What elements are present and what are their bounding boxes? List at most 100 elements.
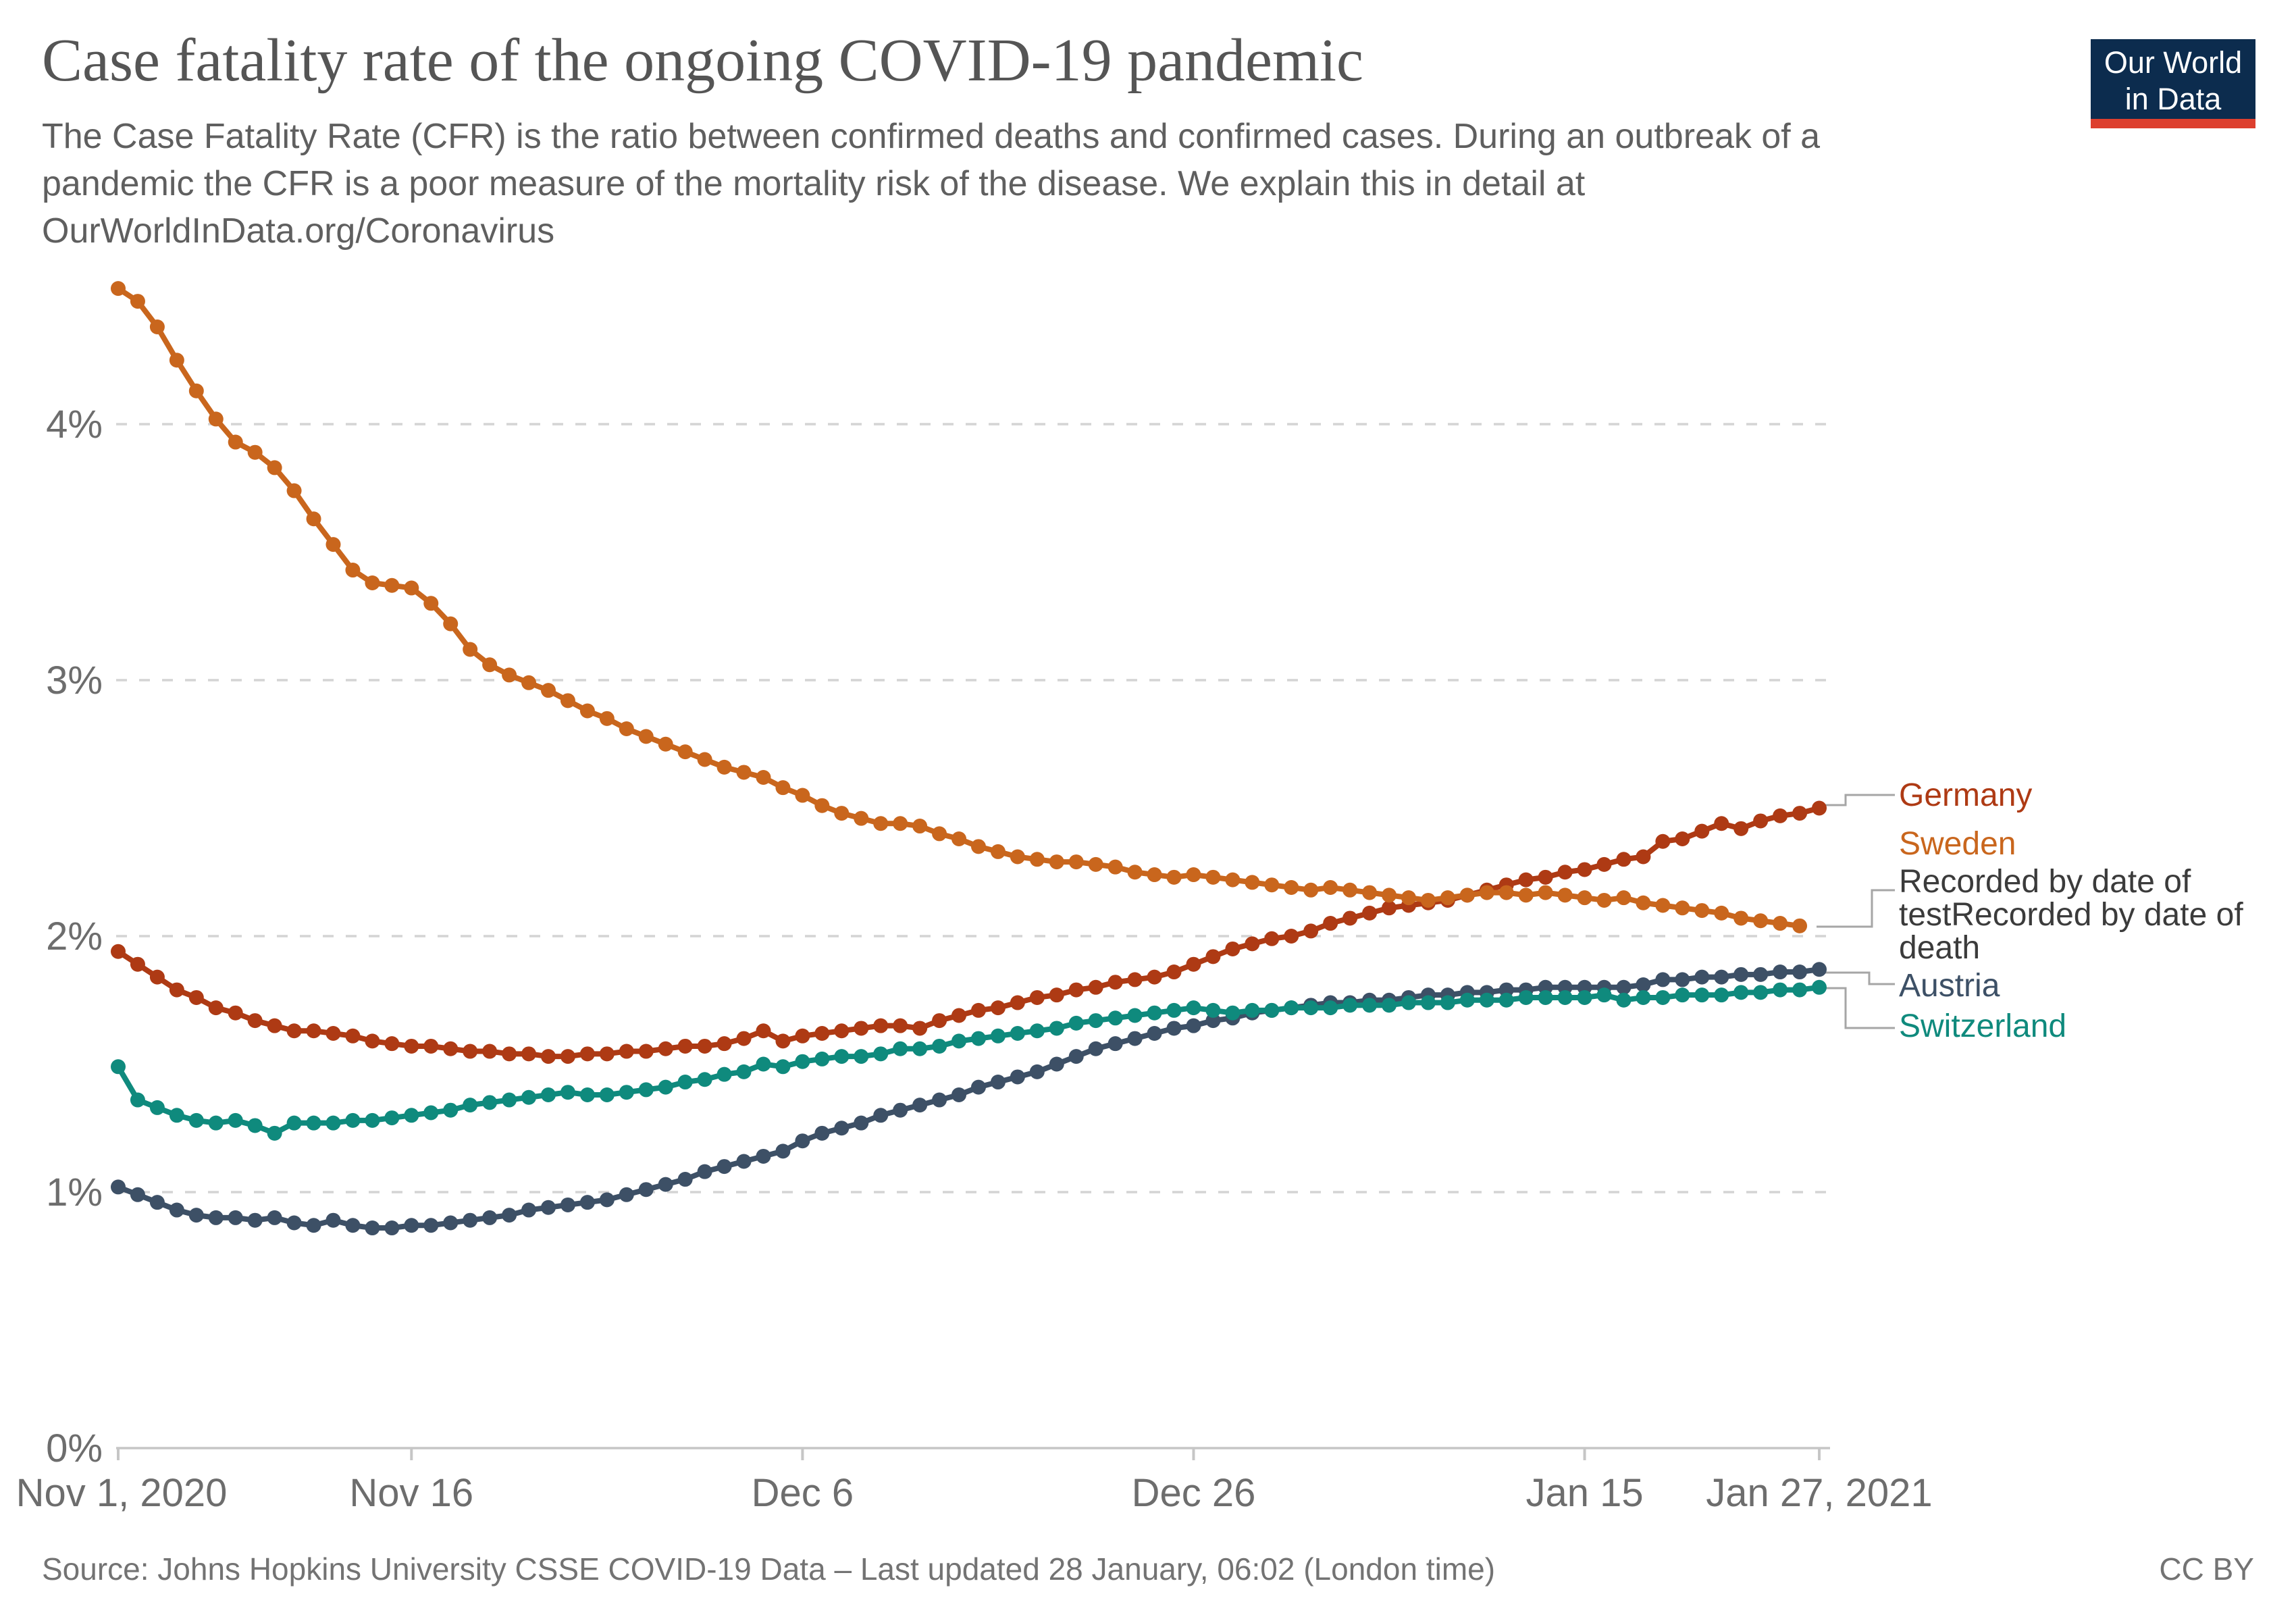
series-dot-sweden xyxy=(345,563,361,578)
series-germany[interactable] xyxy=(111,800,1827,1064)
series-dot-sweden xyxy=(893,816,908,831)
series-dot-austria xyxy=(834,1121,850,1136)
series-dot-sweden xyxy=(951,831,967,846)
series-dot-sweden xyxy=(404,580,419,596)
series-dot-austria xyxy=(951,1087,967,1102)
series-dot-switzerland xyxy=(1303,1000,1319,1016)
series-sweden[interactable] xyxy=(111,281,1808,933)
series-dot-austria xyxy=(1029,1064,1045,1079)
series-dot-switzerland xyxy=(912,1041,928,1056)
legend-label-recorded-by-date[interactable]: Recorded by date of testRecorded by date… xyxy=(1899,865,2243,964)
series-dot-switzerland xyxy=(169,1108,184,1123)
series-dot-sweden xyxy=(1792,918,1808,933)
series-dot-austria xyxy=(267,1210,282,1225)
series-dot-switzerland xyxy=(1284,1000,1299,1016)
series-austria[interactable] xyxy=(111,962,1827,1236)
series-dot-germany xyxy=(1557,865,1573,880)
license-badge[interactable]: CC BY xyxy=(2159,1551,2254,1587)
owid-logo[interactable]: Our World in Data xyxy=(2091,39,2255,128)
legend-label-austria[interactable]: Austria xyxy=(1899,968,2000,1004)
series-dot-austria xyxy=(912,1098,928,1113)
series-dot-sweden xyxy=(208,411,224,427)
series-dot-switzerland xyxy=(1420,995,1436,1010)
series-dot-sweden xyxy=(638,729,654,744)
series-dot-switzerland xyxy=(1029,1023,1045,1039)
y-tick-label: 0% xyxy=(46,1426,103,1470)
series-dot-switzerland xyxy=(775,1059,791,1075)
series-dot-sweden xyxy=(1459,887,1475,903)
series-dot-germany xyxy=(619,1044,634,1059)
series-dot-switzerland xyxy=(873,1046,889,1062)
series-dot-switzerland xyxy=(1401,995,1416,1010)
series-dot-switzerland xyxy=(814,1051,830,1066)
x-tick-label: Dec 6 xyxy=(752,1471,854,1515)
series-dot-austria xyxy=(423,1218,439,1233)
series-dot-austria xyxy=(1655,972,1671,987)
series-line-germany[interactable] xyxy=(115,805,1822,1060)
series-dot-sweden xyxy=(1205,869,1221,885)
series-dot-switzerland xyxy=(1245,1002,1260,1018)
owid-logo-box: Our World in Data xyxy=(2091,39,2255,119)
series-dot-sweden xyxy=(560,693,575,709)
series-dot-austria xyxy=(736,1154,752,1169)
series-dot-sweden xyxy=(932,826,947,842)
series-dot-switzerland xyxy=(1773,982,1788,998)
series-line-austria[interactable] xyxy=(115,967,1822,1231)
source-note: Source: Johns Hopkins University CSSE CO… xyxy=(42,1551,1496,1587)
series-dot-switzerland xyxy=(716,1066,732,1082)
series-dot-austria xyxy=(795,1133,810,1149)
series-dot-switzerland xyxy=(1616,992,1632,1008)
series-line-sweden[interactable] xyxy=(115,286,1803,929)
series-dot-switzerland xyxy=(247,1118,263,1133)
series-dot-sweden xyxy=(854,810,869,826)
series-dot-switzerland xyxy=(1675,987,1690,1003)
series-dot-sweden xyxy=(1342,882,1358,898)
series-dot-germany xyxy=(1636,849,1651,865)
legend-label-switzerland[interactable]: Switzerland xyxy=(1899,1008,2067,1044)
series-dot-austria xyxy=(169,1202,184,1218)
series-dot-switzerland xyxy=(854,1049,869,1064)
series-dot-austria xyxy=(286,1215,302,1231)
legend-label-germany[interactable]: Germany xyxy=(1899,777,2033,813)
series-dot-sweden xyxy=(1440,890,1455,906)
series-dot-sweden xyxy=(697,752,712,767)
series-dot-sweden xyxy=(1733,910,1749,926)
owid-logo-red-stripe xyxy=(2091,119,2255,128)
series-dot-austria xyxy=(540,1200,556,1215)
chart-subtitle-line-1: The Case Fatality Rate (CFR) is the rati… xyxy=(42,117,1821,156)
series-dot-sweden xyxy=(463,642,478,657)
series-dot-switzerland xyxy=(1636,989,1651,1005)
series-dot-switzerland xyxy=(423,1105,439,1121)
series-dot-germany xyxy=(560,1049,575,1064)
series-dot-switzerland xyxy=(384,1110,400,1126)
series-dot-switzerland xyxy=(795,1054,810,1069)
series-dot-switzerland xyxy=(1733,985,1749,1000)
chart-subtitle-line-3: OurWorldInData.org/Coronavirus xyxy=(42,211,555,251)
series-dot-germany xyxy=(1049,987,1064,1003)
series-dot-germany xyxy=(130,956,145,972)
series-dot-germany xyxy=(521,1046,537,1062)
series-dot-sweden xyxy=(149,319,165,334)
series-dot-germany xyxy=(697,1038,712,1054)
series-dot-switzerland xyxy=(1225,1005,1241,1021)
series-dot-austria xyxy=(1068,1049,1084,1064)
series-dot-germany xyxy=(325,1026,341,1041)
series-dot-sweden xyxy=(1773,916,1788,931)
series-dot-switzerland xyxy=(599,1087,615,1102)
series-dot-austria xyxy=(932,1092,947,1108)
series-dot-austria xyxy=(306,1218,321,1233)
series-switzerland[interactable] xyxy=(111,979,1827,1141)
series-dot-germany xyxy=(482,1044,498,1059)
series-dot-germany xyxy=(443,1041,459,1056)
series-line-switzerland[interactable] xyxy=(115,984,1822,1136)
series-dot-switzerland xyxy=(521,1089,537,1105)
series-dot-germany xyxy=(149,969,165,985)
series-dot-austria xyxy=(130,1187,145,1202)
series-dot-switzerland xyxy=(306,1115,321,1131)
legend-recorded-line-1: Recorded by date of xyxy=(1899,864,2191,900)
legend-label-sweden[interactable]: Sweden xyxy=(1899,826,2016,862)
series-dot-germany xyxy=(208,1000,224,1016)
series-dot-sweden xyxy=(1245,875,1260,890)
